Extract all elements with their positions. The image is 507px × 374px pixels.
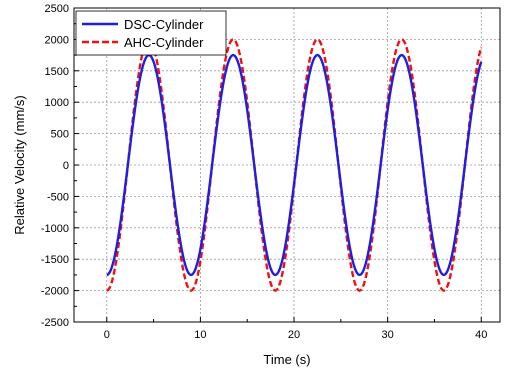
x-tick-label: 20 [288, 329, 300, 341]
legend: DSC-Cylinder AHC-Cylinder [75, 10, 227, 56]
y-tick-label: -1500 [41, 254, 69, 266]
y-tick-label: -2000 [41, 286, 69, 298]
x-axis-title: Time (s) [263, 352, 310, 367]
y-tick-label: 2000 [45, 34, 69, 46]
y-axis-title: Relative Velocity (mm/s) [12, 95, 27, 234]
series-line-dsc-cylinder [106, 53, 483, 277]
x-tick-label: 10 [194, 329, 206, 341]
legend-label-ahc-cylinder: AHC-Cylinder [124, 35, 204, 50]
series-lines [106, 38, 483, 292]
axis-ticks: 0 10 20 30 40 -2500 -2000 -1500 -1000 -500 0 500 100… [41, 3, 488, 341]
y-tick-label: -1000 [41, 223, 69, 235]
x-tick-label: 40 [475, 329, 487, 341]
y-tick-label: 0 [63, 160, 69, 172]
x-tick-label: 0 [104, 329, 110, 341]
legend-label-dsc-cylinder: DSC-Cylinder [124, 17, 204, 32]
legend-box [75, 10, 227, 56]
y-tick-label: 500 [51, 129, 69, 141]
y-tick-label: 1500 [45, 66, 69, 78]
x-tick-label: 30 [382, 329, 394, 341]
y-tick-label: 1000 [45, 97, 69, 109]
y-tick-label: 2500 [45, 3, 69, 15]
y-tick-label: -500 [47, 191, 69, 203]
y-tick-label: -2500 [41, 317, 69, 329]
